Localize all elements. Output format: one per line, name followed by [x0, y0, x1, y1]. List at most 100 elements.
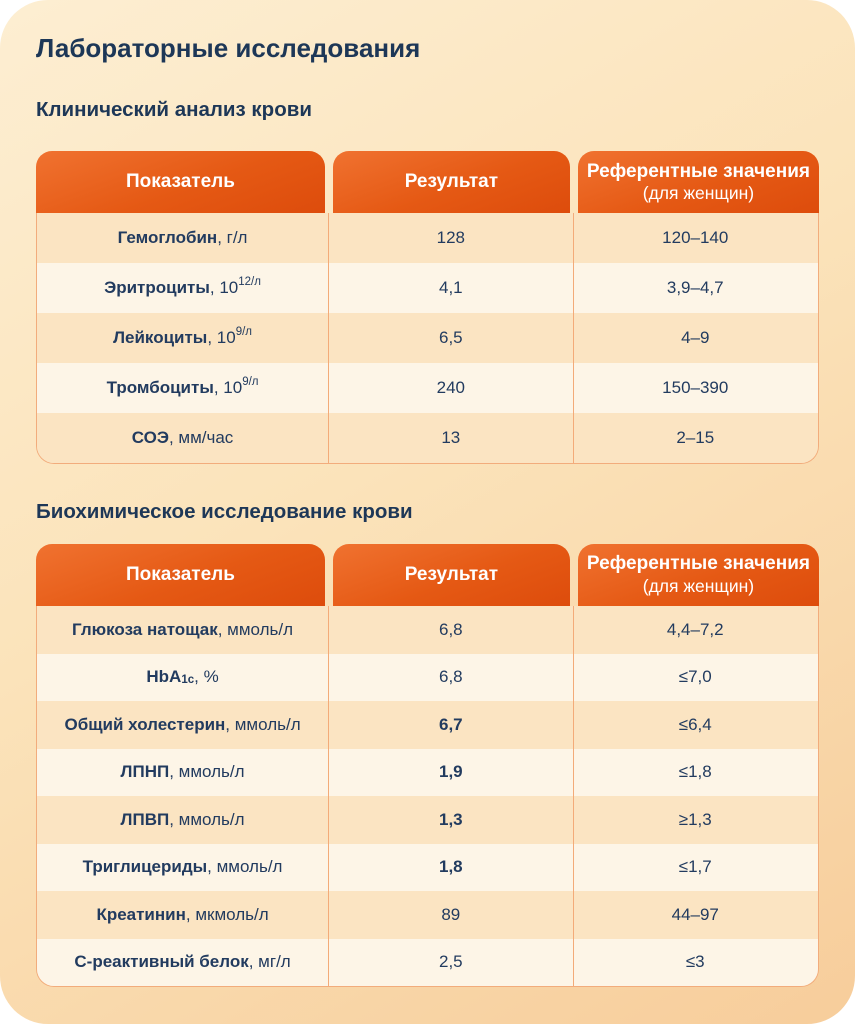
parameter-label-part: Эритроциты: [104, 278, 210, 298]
parameter-label-part: 1c: [181, 673, 195, 686]
reference-cell: ≤3: [572, 938, 817, 987]
parameter-label-part: , ммоль/л: [169, 762, 245, 782]
parameter-label-part: , 10: [209, 278, 239, 298]
column-header-result: Результат: [332, 151, 570, 214]
result-cell: 6,5: [328, 313, 572, 364]
column-header-reference-label: Референтные значения: [586, 553, 810, 575]
reference-cell: 120–140: [572, 213, 817, 264]
parameter-label-part: HbA: [146, 667, 182, 687]
parameter-label-part: , ммоль/л: [217, 619, 294, 639]
parameter-cell: С-реактивный белок, мг/л: [37, 939, 328, 987]
column-header-reference: Референтные значения (для женщин): [577, 151, 819, 214]
parameter-label-part: , мг/л: [248, 952, 291, 972]
parameter-label-part: Триглицериды: [82, 857, 208, 877]
parameter-label-part: , мм/час: [168, 428, 234, 448]
table-header-row: Показатель Результат Референтные значени…: [36, 151, 819, 214]
parameter-label-part: 9/л: [235, 326, 252, 339]
page-title: Лабораторные исследования: [36, 33, 421, 63]
result-cell: 1,8: [328, 843, 572, 892]
section-clinical-blood-analysis: Клинический анализ крови Показатель Резу…: [36, 98, 819, 465]
table-header-row: Показатель Результат Референтные значени…: [36, 544, 819, 607]
reference-cell: ≤1,7: [572, 843, 817, 892]
parameter-label-part: 12/л: [238, 276, 261, 289]
parameter-label-part: Лейкоциты: [113, 328, 208, 348]
reference-cell: 44–97: [572, 891, 817, 939]
result-cell: 2,5: [328, 938, 572, 987]
table-row: Триглицериды, ммоль/л 1,8 ≤1,7: [37, 843, 818, 892]
parameter-cell: Гемоглобин, г/л: [37, 213, 328, 263]
parameter-label-part: , 10: [213, 378, 243, 398]
table-body: Гемоглобин, г/л 128 120–140 Эритроциты, 10 1…: [36, 213, 819, 465]
reference-cell: 2–15: [572, 413, 817, 464]
parameter-cell: Креатинин, мкмоль/л: [37, 891, 328, 939]
parameter-label-part: , 10: [207, 328, 236, 348]
result-cell: 89: [328, 891, 572, 939]
parameter-label-part: С-реактивный белок: [74, 952, 249, 972]
parameter-cell: Триглицериды, ммоль/л: [37, 844, 328, 892]
result-cell: 1,3: [328, 796, 572, 844]
table-row: ЛПВП, ммоль/л 1,3 ≥1,3: [37, 796, 818, 844]
table-row: СОЭ, мм/час 13 2–15: [37, 413, 818, 464]
parameter-label-part: ЛПВП: [120, 809, 170, 829]
parameter-label-part: , ммоль/л: [207, 857, 283, 877]
parameter-label-part: 9/л: [242, 376, 259, 389]
parameter-label-part: Креатинин: [96, 904, 186, 924]
parameter-cell: Тромбоциты, 10 9/л: [37, 363, 328, 413]
table-row: Эритроциты, 10 12/л 4,1 3,9–4,7: [37, 263, 818, 314]
reference-cell: 3,9–4,7: [572, 263, 817, 314]
reference-cell: 4–9: [572, 313, 817, 364]
section-biochemical-blood-analysis: Биохимическое исследование крови Показат…: [36, 500, 819, 988]
parameter-label-part: Гемоглобин: [117, 228, 218, 248]
table-row: Глюкоза натощак, ммоль/л 6,8 4,4–7,2: [37, 606, 818, 654]
result-cell: 6,8: [328, 606, 572, 654]
section-subtitle: Клинический анализ крови: [36, 97, 312, 121]
table-row: Лейкоциты, 10 9/л 6,5 4–9: [37, 313, 818, 364]
column-header-parameter-label: Показатель: [125, 563, 235, 585]
biochemical-blood-table: Показатель Результат Референтные значени…: [36, 544, 819, 988]
result-cell: 240: [328, 363, 572, 414]
parameter-cell: Эритроциты, 10 12/л: [37, 263, 328, 313]
reference-cell: ≥1,3: [572, 796, 817, 844]
result-cell: 4,1: [328, 263, 572, 314]
table-body: Глюкоза натощак, ммоль/л 6,8 4,4–7,2 HbA 1c,…: [36, 606, 819, 988]
reference-cell: 150–390: [572, 363, 817, 414]
result-cell: 6,7: [328, 701, 572, 749]
table-row: HbA 1c, % 6,8 ≤7,0: [37, 653, 818, 702]
parameter-cell: ЛПНП, ммоль/л: [37, 749, 328, 797]
result-cell: 1,9: [328, 748, 572, 797]
parameter-label-part: Тромбоциты: [106, 378, 214, 398]
parameter-label-part: Глюкоза натощак: [72, 619, 218, 639]
parameter-cell: Лейкоциты, 10 9/л: [37, 313, 328, 363]
table-row: Гемоглобин, г/л 128 120–140: [37, 213, 818, 264]
column-header-result-label: Результат: [404, 171, 499, 193]
column-header-result: Результат: [332, 544, 570, 607]
table-row: Общий холестерин, ммоль/л 6,7 ≤6,4: [37, 701, 818, 749]
parameter-label-part: ЛПНП: [120, 762, 170, 782]
clinical-blood-table: Показатель Результат Референтные значени…: [36, 151, 819, 465]
column-header-parameter: Показатель: [36, 544, 325, 607]
parameter-label-part: , ммоль/л: [225, 714, 301, 734]
reference-cell: 4,4–7,2: [572, 606, 817, 654]
result-cell: 13: [328, 413, 572, 464]
column-header-parameter: Показатель: [36, 151, 325, 214]
result-cell: 128: [328, 213, 572, 264]
parameter-label-part: , ммоль/л: [169, 809, 245, 829]
column-header-reference-note: (для женщин): [642, 183, 755, 204]
parameter-label-part: , г/л: [217, 228, 248, 248]
parameter-cell: СОЭ, мм/час: [37, 413, 328, 463]
parameter-label-part: , %: [194, 667, 219, 687]
column-header-parameter-label: Показатель: [125, 171, 235, 193]
parameter-cell: HbA 1c, %: [37, 654, 328, 702]
parameter-label-part: СОЭ: [131, 428, 169, 448]
column-header-reference-note: (для женщин): [642, 575, 755, 596]
table-row: С-реактивный белок, мг/л 2,5 ≤3: [37, 938, 818, 987]
column-header-reference: Референтные значения (для женщин): [577, 544, 819, 607]
section-subtitle: Биохимическое исследование крови: [36, 500, 413, 524]
column-header-result-label: Результат: [404, 563, 499, 585]
column-header-reference-label: Референтные значения: [586, 160, 810, 182]
result-cell: 6,8: [328, 653, 572, 702]
table-row: Тромбоциты, 10 9/л 240 150–390: [37, 363, 818, 414]
table-row: ЛПНП, ммоль/л 1,9 ≤1,8: [37, 748, 818, 797]
parameter-cell: ЛПВП, ммоль/л: [37, 796, 328, 844]
